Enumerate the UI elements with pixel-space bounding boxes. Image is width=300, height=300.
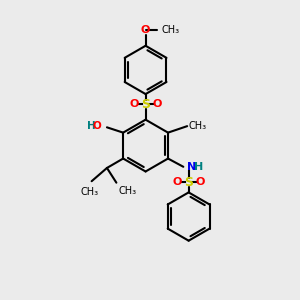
Text: S: S: [184, 176, 193, 189]
Text: O: O: [152, 99, 161, 110]
Text: CH₃: CH₃: [162, 26, 180, 35]
Text: CH₃: CH₃: [189, 121, 207, 131]
Text: H: H: [87, 121, 96, 131]
Text: O: O: [195, 177, 205, 187]
Text: H: H: [194, 162, 203, 172]
Text: O: O: [130, 99, 139, 110]
Text: O: O: [93, 121, 102, 131]
Text: N: N: [187, 162, 196, 172]
Text: O: O: [173, 177, 182, 187]
Text: CH₃: CH₃: [80, 187, 98, 196]
Text: CH₃: CH₃: [119, 186, 137, 196]
Text: O: O: [141, 26, 150, 35]
Text: S: S: [141, 98, 150, 111]
